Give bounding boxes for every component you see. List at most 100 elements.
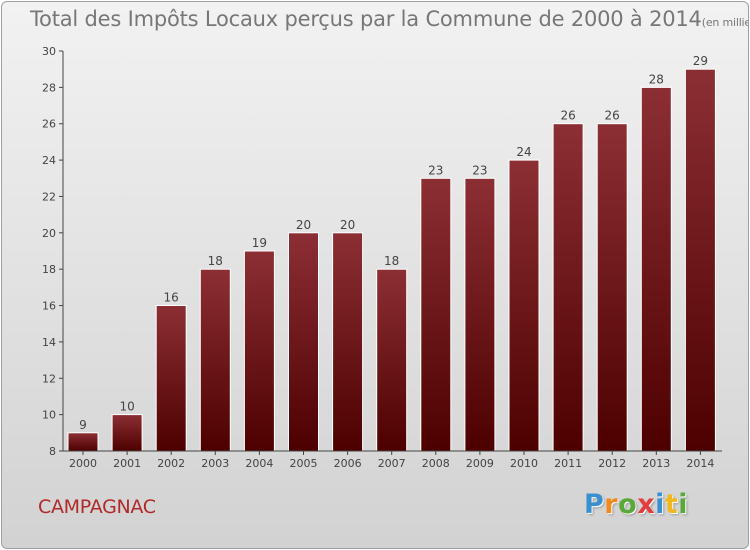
logo-letter: r	[604, 489, 619, 520]
logo-letter: P	[584, 489, 605, 520]
y-tick-14: 14	[42, 336, 63, 349]
x-tick-2002: 2002	[157, 451, 185, 470]
bar-2010	[508, 159, 540, 452]
value-label-2001: 10	[119, 400, 134, 414]
x-tick-label-2005: 2005	[290, 457, 318, 470]
value-label-2003: 18	[208, 254, 223, 268]
y-tick-30: 30	[42, 45, 63, 58]
x-tick-2007: 2007	[378, 451, 406, 470]
value-label-2007: 18	[384, 254, 399, 268]
x-tick-2004: 2004	[245, 451, 273, 470]
x-tick-label-2010: 2010	[510, 457, 538, 470]
y-tick-label-14: 14	[42, 336, 56, 349]
bar-2012	[596, 123, 628, 452]
x-tick-label-2012: 2012	[598, 457, 626, 470]
unit-label: (en milliers d'€)	[701, 16, 748, 29]
y-tick-16: 16	[42, 300, 63, 313]
value-label-2014: 29	[693, 54, 708, 68]
y-tick-label-24: 24	[42, 154, 56, 167]
y-tick-label-22: 22	[42, 190, 56, 203]
y-tick-26: 26	[42, 118, 63, 131]
y-tick-label-8: 8	[49, 445, 56, 458]
chart-title-text: Total des Impôts Locaux perçus par la Co…	[30, 7, 702, 31]
bar-2014	[684, 68, 716, 452]
y-tick-label-28: 28	[42, 81, 56, 94]
value-label-2009: 23	[472, 163, 487, 177]
y-tick-label-16: 16	[42, 300, 56, 313]
logo-letter: i	[655, 489, 665, 520]
bar-2008	[420, 177, 452, 452]
bars-group: 9 10 16 18 19 20 20 18 23 23 24 26 26 28 29	[67, 54, 716, 452]
x-tick-2008: 2008	[422, 451, 450, 470]
x-tick-label-2003: 2003	[201, 457, 229, 470]
x-tick-2001: 2001	[113, 451, 141, 470]
y-axis: 8 10 12 14 16 18 20 22 24 26 28 30	[42, 45, 64, 458]
bar-2004	[243, 250, 275, 452]
x-tick-2013: 2013	[642, 451, 670, 470]
bar-2000	[67, 432, 99, 452]
y-tick-label-26: 26	[42, 118, 56, 131]
bar-2009	[464, 177, 496, 452]
logo-letter: o	[618, 489, 638, 520]
x-tick-2006: 2006	[334, 451, 362, 470]
x-tick-label-2008: 2008	[422, 457, 450, 470]
x-tick-label-2002: 2002	[157, 457, 185, 470]
bar-2001	[111, 414, 143, 452]
x-tick-label-2004: 2004	[245, 457, 273, 470]
y-tick-24: 24	[42, 154, 63, 167]
bar-2007	[376, 268, 408, 452]
y-tick-12: 12	[42, 372, 63, 385]
x-tick-label-2013: 2013	[642, 457, 670, 470]
x-tick-2003: 2003	[201, 451, 229, 470]
y-tick-20: 20	[42, 227, 63, 240]
x-tick-2009: 2009	[466, 451, 494, 470]
y-tick-label-12: 12	[42, 372, 56, 385]
x-tick-2010: 2010	[510, 451, 538, 470]
value-label-2005: 20	[296, 218, 311, 232]
chart-title: Total des Impôts Locaux perçus par la Co…	[30, 7, 748, 31]
y-tick-label-10: 10	[42, 409, 56, 422]
bar-2011	[552, 123, 584, 452]
bar-2003	[199, 268, 231, 452]
value-label-2013: 28	[649, 72, 664, 86]
y-tick-label-30: 30	[42, 45, 56, 58]
bar-2005	[288, 232, 319, 452]
logo-letter: x	[637, 489, 656, 520]
value-label-2010: 24	[516, 145, 531, 159]
x-tick-label-2000: 2000	[69, 457, 97, 470]
proxiti-logo: Proxiti	[584, 489, 688, 520]
value-label-2000: 9	[79, 418, 87, 432]
logo-letter: i	[678, 489, 689, 520]
bar-2013	[640, 86, 672, 452]
y-tick-28: 28	[42, 81, 63, 94]
x-tick-label-2006: 2006	[334, 457, 362, 470]
x-tick-label-2001: 2001	[113, 457, 141, 470]
x-tick-2012: 2012	[598, 451, 626, 470]
x-tick-label-2009: 2009	[466, 457, 494, 470]
value-label-2011: 26	[560, 109, 575, 123]
x-tick-2000: 2000	[69, 451, 97, 470]
y-tick-8: 8	[49, 445, 63, 458]
value-label-2002: 16	[164, 291, 179, 305]
logo-letter: t	[664, 489, 679, 520]
y-tick-18: 18	[42, 263, 63, 276]
y-tick-22: 22	[42, 190, 63, 203]
y-tick-label-20: 20	[42, 227, 56, 240]
y-tick-label-18: 18	[42, 263, 56, 276]
value-label-2004: 19	[252, 236, 267, 250]
commune-name: CAMPAGNAC	[38, 496, 156, 518]
x-tick-2014: 2014	[686, 451, 714, 470]
bar-2006	[332, 232, 364, 452]
y-tick-10: 10	[42, 409, 63, 422]
value-label-2012: 26	[605, 109, 620, 123]
x-tick-2011: 2011	[554, 451, 582, 470]
x-tick-2005: 2005	[290, 451, 318, 470]
bar-2002	[155, 305, 187, 452]
value-label-2008: 23	[428, 163, 443, 177]
x-axis: 2000 2001 2002 2003 2004 2005 2006 2007 2008 2009…	[63, 450, 722, 470]
x-tick-label-2007: 2007	[378, 457, 406, 470]
x-tick-label-2011: 2011	[554, 457, 582, 470]
x-tick-label-2014: 2014	[686, 457, 714, 470]
